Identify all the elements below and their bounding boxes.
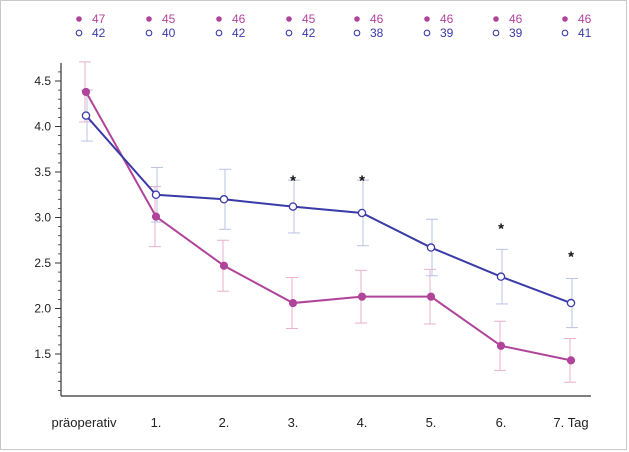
n-marker-open [353,29,361,37]
n-count-label: 46 [440,12,454,26]
n-marker-open [145,29,153,37]
n-marker-filled [562,16,568,22]
x-tick-label: 1. [151,415,162,430]
n-marker-filled [146,16,152,22]
n-count-label: 46 [370,12,384,26]
n-marker-open [423,29,431,37]
n-count-label: 41 [578,26,592,40]
y-tick-label: 1.5 [34,347,51,361]
n-count-label: 42 [302,26,316,40]
significance-mark: * [359,172,365,189]
series-line-1 [85,91,572,362]
n-marker-filled [493,16,499,22]
y-tick-label: 2.0 [34,302,51,316]
x-tick-label: 3. [288,415,299,430]
data-point-filled [81,87,91,97]
data-point-filled [426,292,436,301]
significance-mark: * [290,172,296,189]
data-point-filled [566,356,576,365]
n-count-label: 38 [370,26,384,40]
n-count-label: 46 [578,12,592,26]
y-tick-label: 3.5 [34,165,51,179]
data-point-open [219,195,229,204]
data-point-open [426,243,436,252]
n-count-label: 47 [92,12,106,26]
data-point-filled [151,212,161,221]
n-marker-open [561,29,569,37]
n-marker-filled [76,16,82,22]
y-tick-label: 4.0 [34,120,51,134]
n-marker-filled [424,16,430,22]
n-marker-filled [354,16,360,22]
data-point-filled [288,298,298,308]
n-count-label: 40 [162,26,176,40]
n-count-label: 45 [162,12,176,26]
x-tick-label: präoperativ [51,415,117,430]
data-point-open [81,111,91,120]
x-tick-label: 7. Tag [553,415,588,430]
data-point-open [151,190,161,199]
data-point-open [357,208,367,218]
n-marker-filled [216,16,222,22]
n-count-label: 39 [440,26,454,40]
data-point-open [496,272,506,281]
n-marker-open [492,29,500,37]
n-count-label: 45 [302,12,316,26]
n-count-label: 42 [92,26,106,40]
significance-mark: * [568,249,574,266]
n-marker-open [215,29,223,37]
significance-mark: * [498,221,504,238]
series-line-2 [85,114,572,304]
y-tick-label: 4.5 [34,74,51,88]
x-tick-label: 6. [496,415,507,430]
n-marker-open [75,29,83,37]
x-tick-label: 2. [219,415,230,430]
data-point-open [288,202,298,211]
n-marker-open [285,29,293,37]
y-tick-label: 2.5 [34,256,51,270]
n-count-label: 42 [232,26,246,40]
x-tick-label: 5. [426,415,437,430]
x-tick-label: 4. [357,415,368,430]
data-point-filled [357,292,367,301]
n-count-label: 46 [509,12,523,26]
data-point-filled [219,261,229,270]
y-tick-label: 3.0 [34,211,51,225]
data-point-open [566,298,576,308]
data-point-filled [496,341,506,350]
n-count-label: 39 [509,26,523,40]
n-marker-filled [286,16,292,22]
n-count-label: 46 [232,12,246,26]
